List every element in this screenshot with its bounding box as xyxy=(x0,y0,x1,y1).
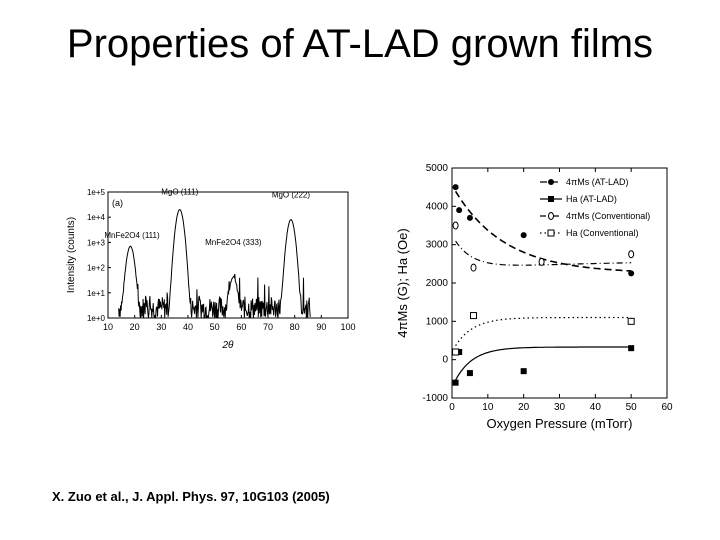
y-tick-label: 1e+2 xyxy=(87,264,106,273)
x-tick-label: 90 xyxy=(316,322,326,332)
y-tick-label: 1000 xyxy=(426,316,449,327)
peak-annotation: MnFe2O4 (333) xyxy=(205,238,262,247)
data-point xyxy=(452,379,459,386)
y-axis-label: Intensity (counts) xyxy=(66,217,77,293)
x-tick-label: 30 xyxy=(554,402,566,413)
plot-frame xyxy=(451,167,668,399)
mag-axes xyxy=(451,167,668,399)
xrd-ticks: 10 20 30 40 50 60 70 80 90 100 1e+0 1e+1 1e+2 1e+3 1e+… xyxy=(87,188,356,332)
series-line xyxy=(455,316,632,347)
citation: X. Zuo et al., J. Appl. Phys. 97, 10G103… xyxy=(52,489,330,504)
data-point xyxy=(452,348,460,356)
legend-marker xyxy=(547,229,555,237)
y-tick-label: 3000 xyxy=(426,240,449,251)
chart-legend: 4πMs (AT-LAD) Ha (AT-LAD) 4πMs (Convention… xyxy=(540,177,650,238)
y-tick-label: 1e+0 xyxy=(87,314,106,323)
x-tick-label: 40 xyxy=(183,322,193,332)
legend-marker xyxy=(548,196,554,202)
x-tick-label: 100 xyxy=(340,322,355,332)
data-point xyxy=(538,257,545,266)
data-point xyxy=(628,250,635,259)
panel-label: (a) xyxy=(112,198,123,208)
y-tick-label: 1e+5 xyxy=(87,188,106,197)
x-axis-label: 2θ xyxy=(222,340,235,351)
y-tick-label: 1e+1 xyxy=(87,289,106,298)
x-tick-label: 20 xyxy=(518,402,530,413)
legend-marker xyxy=(548,212,554,220)
x-tick-label: 20 xyxy=(130,322,140,332)
peak-annotation: MnFe2O4 (111) xyxy=(104,231,160,240)
mag-series-points xyxy=(452,184,635,386)
legend-entry: 4πMs (AT-LAD) xyxy=(566,177,629,187)
y-tick-label: 2000 xyxy=(426,278,449,289)
x-tick-label: 80 xyxy=(290,322,300,332)
data-point xyxy=(628,345,635,352)
y-tick-label: 1e+4 xyxy=(87,213,106,222)
y-tick-label: 0 xyxy=(442,355,448,366)
y-tick-label: -1000 xyxy=(422,393,448,404)
series-line xyxy=(455,346,632,381)
x-tick-label: 50 xyxy=(210,322,220,332)
xrd-axes xyxy=(107,191,349,319)
x-tick-label: 0 xyxy=(449,402,455,413)
peak-annotation: MgO (222) xyxy=(272,191,311,200)
magnetization-chart: 0 10 20 30 40 50 60-1000010002000300040005000 … xyxy=(395,163,673,431)
data-point xyxy=(456,349,463,355)
data-point xyxy=(452,221,459,230)
data-point xyxy=(627,317,635,325)
y-tick-label: 1e+3 xyxy=(87,238,106,247)
x-tick-label: 60 xyxy=(661,402,673,413)
data-point xyxy=(452,184,459,191)
data-point xyxy=(520,232,527,239)
x-tick-label: 40 xyxy=(590,402,602,413)
y-tick-label: 4000 xyxy=(426,201,449,212)
peak-annotation: MgO (111) xyxy=(161,187,198,196)
x-tick-label: 10 xyxy=(103,322,113,332)
legend-entry: 4πMs (Conventional) xyxy=(566,211,650,221)
xrd-annotations: MnFe2O4 (111) MgO (111) MnFe2O4 (333) MgO (… xyxy=(104,187,310,246)
data-point xyxy=(628,270,635,277)
legend-marker xyxy=(548,179,554,185)
data-point xyxy=(466,214,473,221)
plot-frame xyxy=(107,191,349,319)
legend-entry: Ha (AT-LAD) xyxy=(566,194,617,204)
x-tick-label: 70 xyxy=(263,322,273,332)
xrd-trace xyxy=(118,209,311,319)
data-point xyxy=(520,368,527,375)
data-point xyxy=(456,207,463,214)
legend-entry: Ha (Conventional) xyxy=(566,228,639,238)
data-point xyxy=(466,370,473,377)
x-tick-label: 30 xyxy=(156,322,166,332)
slide-title: Properties of AT-LAD grown films xyxy=(66,22,654,66)
x-tick-label: 10 xyxy=(482,402,494,413)
x-tick-label: 50 xyxy=(626,402,638,413)
x-tick-label: 60 xyxy=(236,322,246,332)
y-axis-label: 4πMs (G); Ha (Oe) xyxy=(395,228,410,337)
data-point xyxy=(470,263,477,272)
xrd-chart: 10 20 30 40 50 60 70 80 90 100 1e+0 1e+1 1e+2 1e+3 1e+… xyxy=(66,187,356,351)
x-axis-label: Oxygen Pressure (mTorr) xyxy=(487,416,633,431)
y-tick-label: 5000 xyxy=(426,163,449,174)
data-point xyxy=(470,312,477,320)
